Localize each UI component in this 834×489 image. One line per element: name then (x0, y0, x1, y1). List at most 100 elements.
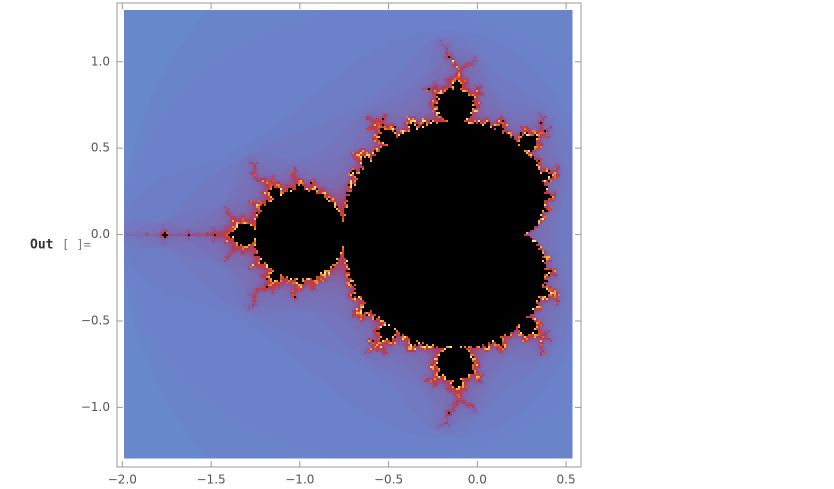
fractal-cell (548, 306, 557, 309)
fractal-cell (256, 244, 537, 247)
fractal-cell (224, 300, 239, 303)
fractal-cell (544, 228, 551, 231)
fractal-cell (432, 84, 435, 87)
fractal-cell (188, 228, 191, 231)
fractal-cell (286, 176, 289, 179)
fractal-cell (536, 164, 539, 167)
fractal-cell (266, 262, 337, 265)
fractal-cell (252, 306, 255, 309)
fractal-cell (390, 114, 407, 117)
fractal-cell (258, 188, 261, 191)
fractal-cell (288, 286, 291, 289)
fractal-cell (404, 128, 407, 131)
fractal-cell (458, 72, 461, 75)
fractal-cell (444, 40, 451, 43)
fractal-cell (228, 256, 231, 259)
fractal-cell (476, 104, 479, 107)
fractal-cell (538, 108, 549, 111)
fractal-cell (518, 126, 521, 129)
fractal-cell (162, 240, 165, 243)
fractal-cell (342, 202, 345, 205)
fractal-cell (324, 184, 343, 187)
fractal-cell (420, 124, 423, 127)
fractal-cell (558, 290, 561, 293)
fractal-cell (560, 58, 573, 61)
fractal-cell (230, 244, 233, 247)
fractal-cell (310, 174, 339, 177)
fractal-cell (560, 272, 565, 275)
fractal-cell (370, 144, 373, 147)
fractal-cell (552, 136, 557, 139)
fractal-cell (250, 252, 253, 255)
fractal-cell (452, 84, 463, 87)
fractal-cell (260, 288, 263, 291)
fractal-cell (544, 278, 547, 281)
fractal-cell (544, 246, 547, 249)
fractal-cell (434, 102, 437, 105)
fractal-cell (564, 270, 573, 273)
fractal-cell (254, 242, 257, 245)
fractal-cell (270, 180, 273, 183)
fractal-cell (202, 70, 345, 73)
fractal-cell (366, 302, 537, 305)
fractal-cell (340, 256, 345, 259)
fractal-cell (566, 296, 573, 299)
fractal-cell (124, 254, 127, 257)
fractal-cell (286, 282, 289, 285)
fractal-cell (454, 72, 457, 75)
fractal-cell (446, 60, 451, 63)
fractal-cell (260, 136, 285, 139)
fractal-cell (284, 184, 287, 187)
fractal-cell (566, 184, 573, 187)
fractal-cell (332, 266, 335, 269)
fractal-cell (546, 142, 549, 145)
fractal-cell (548, 176, 551, 179)
fractal-cell (124, 80, 161, 83)
fractal-cell (394, 124, 397, 127)
fractal-cell (272, 278, 281, 281)
fractal-cell (548, 134, 551, 137)
fractal-cell (386, 98, 409, 101)
fractal-cell (250, 168, 253, 171)
fractal-cell (230, 188, 239, 191)
fractal-cell (440, 42, 443, 45)
fractal-cell (226, 270, 231, 273)
fractal-cell (364, 166, 539, 169)
fractal-cell (512, 102, 543, 105)
fractal-cell (430, 118, 435, 121)
fractal-cell (546, 246, 551, 249)
fractal-cell (226, 204, 241, 207)
fractal-cell (130, 180, 157, 183)
fractal-cell (550, 116, 557, 119)
fractal-cell (312, 184, 315, 187)
fractal-cell (250, 256, 253, 259)
fractal-cell (542, 304, 545, 307)
fractal-cell (538, 168, 541, 171)
fractal-cell (450, 86, 453, 89)
fractal-cell (324, 274, 327, 277)
fractal-cell (276, 280, 279, 283)
fractal-cell (344, 282, 347, 285)
fractal-cell (192, 228, 203, 231)
fractal-cell (480, 92, 483, 95)
fractal-cell (510, 120, 521, 123)
fractal-cell (286, 178, 291, 181)
fractal-cell (124, 186, 127, 189)
fractal-cell (510, 122, 515, 125)
fractal-cell (150, 98, 175, 101)
fractal-cell (546, 124, 551, 127)
fractal-cell (124, 82, 159, 85)
fractal-cell (260, 182, 263, 185)
fractal-cell (254, 270, 261, 273)
fractal-cell (518, 54, 557, 57)
fractal-cell (400, 134, 511, 137)
fractal-cell (344, 258, 347, 261)
fractal-cell (504, 122, 507, 125)
fractal-cell (292, 288, 295, 291)
fractal-cell (432, 90, 435, 93)
fractal-cell (432, 98, 435, 101)
fractal-cell (378, 132, 381, 135)
fractal-cell (548, 252, 551, 255)
fractal-cell (464, 62, 467, 65)
